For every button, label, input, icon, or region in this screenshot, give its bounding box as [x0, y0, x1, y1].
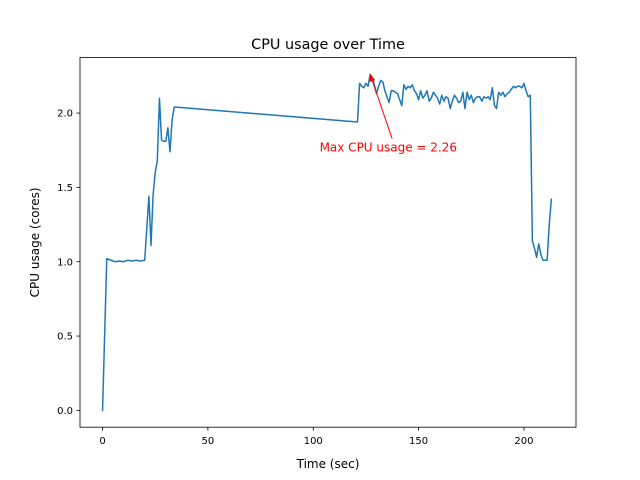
annotation-text: Max CPU usage = 2.26 [320, 141, 457, 155]
x-axis-ticks: 0 50 100 150 200 [99, 427, 534, 447]
axes-frame [79, 57, 577, 428]
annotation-layer: Max CPU usage = 2.26 [320, 74, 457, 155]
y-axis-ticks: 0.0 0.5 1.0 1.5 2.0 [57, 109, 80, 417]
plot-area [101, 73, 553, 412]
x-tick-label: 0 [99, 436, 105, 447]
x-tick-label: 150 [409, 436, 428, 447]
x-tick-label: 100 [304, 436, 323, 447]
annotation-arrow-shaft [369, 74, 393, 139]
annotation-arrow-head [369, 74, 376, 82]
y-axis-label: CPU usage (cores) [28, 187, 42, 297]
y-tick-label: 1.5 [57, 183, 73, 194]
y-tick-label: 2.0 [57, 109, 73, 120]
x-tick-label: 200 [514, 436, 533, 447]
y-tick-label: 0.5 [57, 332, 73, 343]
x-axis-label: Time (sec) [296, 457, 360, 471]
x-tick-label: 50 [202, 436, 215, 447]
chart-title: CPU usage over Time [251, 37, 405, 53]
y-tick-label: 1.0 [57, 257, 73, 268]
y-tick-label: 0.0 [57, 406, 73, 417]
series-line-0 [101, 73, 553, 412]
